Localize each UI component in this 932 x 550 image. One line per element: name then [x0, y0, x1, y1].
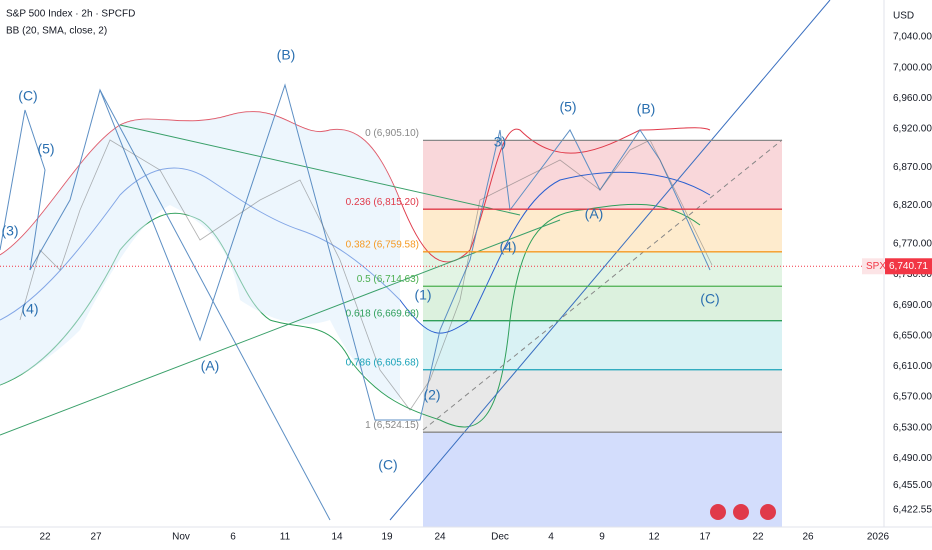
fib-zones [423, 140, 782, 527]
last-price-tag [862, 258, 884, 275]
price-tick-label: 7,040.00 [893, 32, 932, 43]
time-tick-label: 24 [434, 532, 446, 543]
symbol: S&P 500 Index · 2h · SPCFD [6, 9, 135, 20]
last-price-box [885, 258, 932, 275]
time-tick-label: Dec [491, 532, 509, 543]
fib-label: 0 (6,905.10) [365, 128, 419, 139]
time-tick-label: 19 [381, 532, 393, 543]
wave-label: (C) [378, 457, 397, 473]
time-tick-label: 22 [752, 532, 764, 543]
time-tick-label: 12 [648, 532, 660, 543]
price-tick-label: 6,920.00 [893, 124, 932, 135]
time-tick-label: 2026 [867, 532, 890, 543]
price-tick-label: 6,960.00 [893, 93, 932, 104]
fib-label: 0.618 (6,669.68) [346, 308, 419, 319]
fib-label: 0.786 (6,605.68) [346, 357, 419, 368]
wave-label: (A) [201, 358, 220, 374]
price-tick-label: 6,610.00 [893, 361, 932, 372]
time-tick-label: 4 [548, 532, 554, 543]
price-tick-label: 6,730.00 [893, 269, 932, 280]
fib-zone [423, 369, 782, 433]
fib-label: 0.236 (6,815.20) [346, 197, 419, 208]
wave-label: (3) [1, 223, 18, 239]
price-tick-label: 7,000.00 [893, 62, 932, 73]
wave-label: (C) [18, 88, 37, 104]
price-tick-label: 6,422.55 [893, 505, 932, 516]
wave-label: 3) [494, 134, 506, 150]
fib-zone [423, 320, 782, 370]
time-tick-label: 9 [599, 532, 605, 543]
wave-label: (B) [277, 47, 296, 63]
fib-zone [423, 432, 782, 527]
currency: USD [893, 11, 914, 22]
time-tick-label: 17 [699, 532, 711, 543]
last-price-label: 6,740.71 [889, 261, 928, 272]
price-tick-label: 6,870.00 [893, 162, 932, 173]
time-tick-label: 11 [280, 532, 291, 543]
wave-label: (5) [559, 99, 576, 115]
fib-label: 0.5 (6,714.63) [357, 274, 419, 285]
price-tick-label: 6,570.00 [893, 392, 932, 403]
time-tick-label: Nov [172, 532, 190, 543]
time-tick-label: 6 [230, 532, 236, 543]
fib-zone [423, 209, 782, 252]
wave-label: (C) [700, 291, 719, 307]
fib-label: 1 (6,524.15) [365, 420, 419, 431]
price-tick-label: 6,770.00 [893, 238, 932, 249]
price-tick-label: 6,490.00 [893, 453, 932, 464]
price-tick-label: 6,530.00 [893, 422, 932, 433]
time-tick-label: 26 [802, 532, 814, 543]
time-tick-label: 14 [331, 532, 343, 543]
indicator: BB (20, SMA, close, 2) [6, 26, 107, 37]
wave-label: (2) [423, 387, 440, 403]
time-tick-label: 22 [39, 532, 51, 543]
wave-label: (B) [637, 101, 656, 117]
price-tick-label: 6,650.00 [893, 330, 932, 341]
price-tick-label: 6,690.00 [893, 300, 932, 311]
wave-label: (5) [37, 141, 54, 157]
wave-label: (1) [414, 287, 431, 303]
wave-label: (4) [499, 239, 516, 255]
fib-zone [423, 286, 782, 321]
price-tick-label: 6,455.00 [893, 480, 932, 491]
wave-label: (A) [585, 206, 604, 222]
wave-label: (4) [21, 301, 38, 317]
fib-label: 0.382 (6,759.58) [346, 239, 419, 250]
last-price-symbol: SPX [866, 261, 886, 272]
price-tick-label: 6,820.00 [893, 200, 932, 211]
time-tick-label: 27 [90, 532, 102, 543]
fib-zone [423, 140, 782, 210]
